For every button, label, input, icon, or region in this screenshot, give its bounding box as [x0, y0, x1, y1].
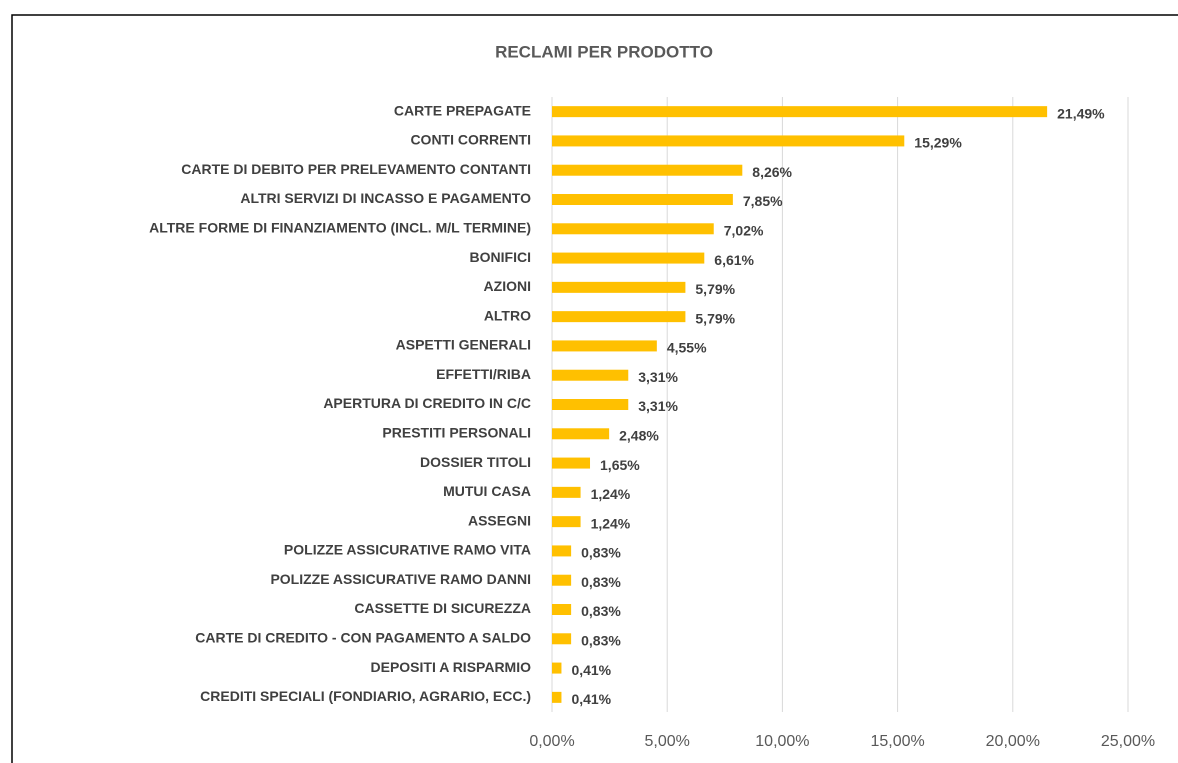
y-tick-label: CASSETTE DI SICUREZZA — [354, 600, 531, 616]
value-label: 21,49% — [1057, 105, 1105, 121]
value-label: 0,41% — [571, 691, 611, 707]
y-tick-label: POLIZZE ASSICURATIVE RAMO VITA — [284, 542, 531, 558]
value-label: 3,31% — [638, 369, 678, 385]
value-label: 0,83% — [581, 603, 621, 619]
y-tick-label: CARTE DI DEBITO PER PRELEVAMENTO CONTANT… — [181, 161, 531, 177]
y-tick-label: ASPETTI GENERALI — [396, 337, 531, 353]
bar — [552, 457, 591, 469]
y-tick-label: DOSSIER TITOLI — [420, 454, 531, 470]
y-tick-label: ALTRO — [484, 307, 531, 323]
bar — [552, 486, 581, 498]
y-tick-label: CREDITI SPECIALI (FONDIARIO, AGRARIO, EC… — [200, 688, 531, 704]
value-label: 1,24% — [591, 515, 631, 531]
y-tick-label: DEPOSITI A RISPARMIO — [371, 659, 532, 675]
y-tick-label: ASSEGNI — [468, 512, 531, 528]
y-tick-label: ALTRE FORME DI FINANZIAMENTO (INCL. M/L … — [149, 219, 531, 235]
value-label: 7,85% — [743, 193, 783, 209]
y-tick-label: BONIFICI — [470, 249, 531, 265]
bar — [552, 399, 629, 410]
x-tick-label: 15,00% — [870, 733, 924, 750]
value-label: 0,41% — [571, 662, 611, 678]
x-tick-label: 20,00% — [986, 733, 1040, 750]
y-tick-label: ALTRI SERVIZI DI INCASSO E PAGAMENTO — [240, 190, 531, 206]
value-label: 5,79% — [695, 281, 735, 297]
bar — [552, 633, 572, 645]
value-label: 5,79% — [695, 310, 735, 326]
value-label: 6,61% — [714, 252, 754, 268]
bar — [552, 164, 743, 176]
bar — [552, 106, 1048, 118]
bar — [552, 223, 714, 235]
y-tick-label: CARTE DI CREDITO - CON PAGAMENTO A SALDO — [195, 629, 531, 645]
x-tick-label: 0,00% — [529, 733, 574, 750]
y-tick-label: CARTE PREPAGATE — [394, 102, 531, 118]
bar — [552, 604, 572, 615]
value-label: 3,31% — [638, 398, 678, 414]
value-label: 4,55% — [667, 340, 707, 356]
bar — [552, 252, 705, 264]
bar — [552, 340, 657, 352]
bar — [552, 574, 572, 586]
x-tick-label: 10,00% — [755, 733, 809, 750]
bar — [552, 428, 610, 440]
value-label: 1,65% — [600, 457, 640, 473]
bar — [552, 194, 733, 205]
bar — [552, 311, 686, 323]
y-tick-label: POLIZZE ASSICURATIVE RAMO DANNI — [270, 571, 531, 587]
value-label: 2,48% — [619, 427, 659, 443]
bar — [552, 369, 629, 381]
bar — [552, 135, 905, 147]
bar — [552, 516, 581, 528]
value-label: 0,83% — [581, 632, 621, 648]
value-label: 1,24% — [591, 486, 631, 502]
x-tick-label: 25,00% — [1101, 733, 1155, 750]
value-label: 0,83% — [581, 574, 621, 590]
bar — [552, 691, 562, 703]
bar — [552, 662, 562, 674]
frame — [11, 14, 1178, 763]
y-tick-label: APERTURA DI CREDITO IN C/C — [323, 395, 531, 411]
y-tick-label: AZIONI — [484, 278, 531, 294]
y-tick-label: CONTI CORRENTI — [410, 132, 531, 148]
chart-title: RECLAMI PER PRODOTTO — [495, 42, 713, 61]
y-tick-label: EFFETTI/RIBA — [436, 366, 531, 382]
value-label: 7,02% — [724, 222, 764, 238]
value-label: 0,83% — [581, 545, 621, 561]
y-tick-label: MUTUI CASA — [443, 483, 531, 499]
bar — [552, 545, 572, 557]
x-tick-label: 5,00% — [645, 733, 690, 750]
bar — [552, 281, 686, 293]
value-label: 8,26% — [752, 164, 792, 180]
value-label: 15,29% — [914, 135, 962, 151]
y-tick-label: PRESTITI PERSONALI — [382, 424, 531, 440]
